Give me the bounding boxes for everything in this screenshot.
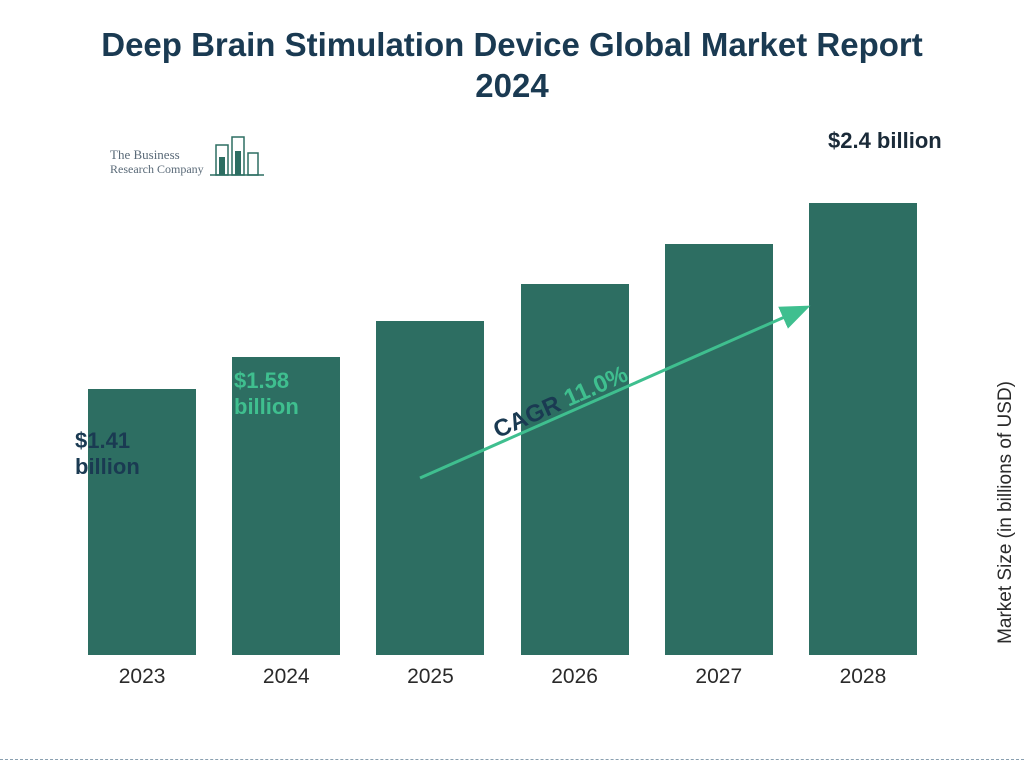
bar-x-label: 2028 (840, 665, 887, 689)
bar-group: 2026 (503, 284, 647, 655)
bar-group: 2025 (358, 321, 502, 655)
bar-x-label: 2027 (695, 665, 742, 689)
bar (665, 244, 773, 655)
value-callout: $2.4 billion (828, 128, 998, 154)
bar-x-label: 2023 (119, 665, 166, 689)
bar (376, 321, 484, 655)
bar-container: 202320242025202620272028 (70, 130, 935, 655)
bar (809, 203, 917, 655)
bar (521, 284, 629, 655)
bar-x-label: 2025 (407, 665, 454, 689)
bar-x-label: 2024 (263, 665, 310, 689)
chart-area: 202320242025202620272028 CAGR 11.0% (70, 130, 935, 695)
value-callout: $1.41 billion (75, 428, 185, 481)
bar-group: 2027 (647, 244, 791, 655)
bar-group: 2028 (791, 203, 935, 655)
bar-x-label: 2026 (551, 665, 598, 689)
chart-title: Deep Brain Stimulation Device Global Mar… (0, 0, 1024, 107)
y-axis-label: Market Size (in billions of USD) (995, 381, 1017, 644)
value-callout: $1.58 billion (234, 368, 344, 421)
footer-divider (0, 759, 1024, 760)
